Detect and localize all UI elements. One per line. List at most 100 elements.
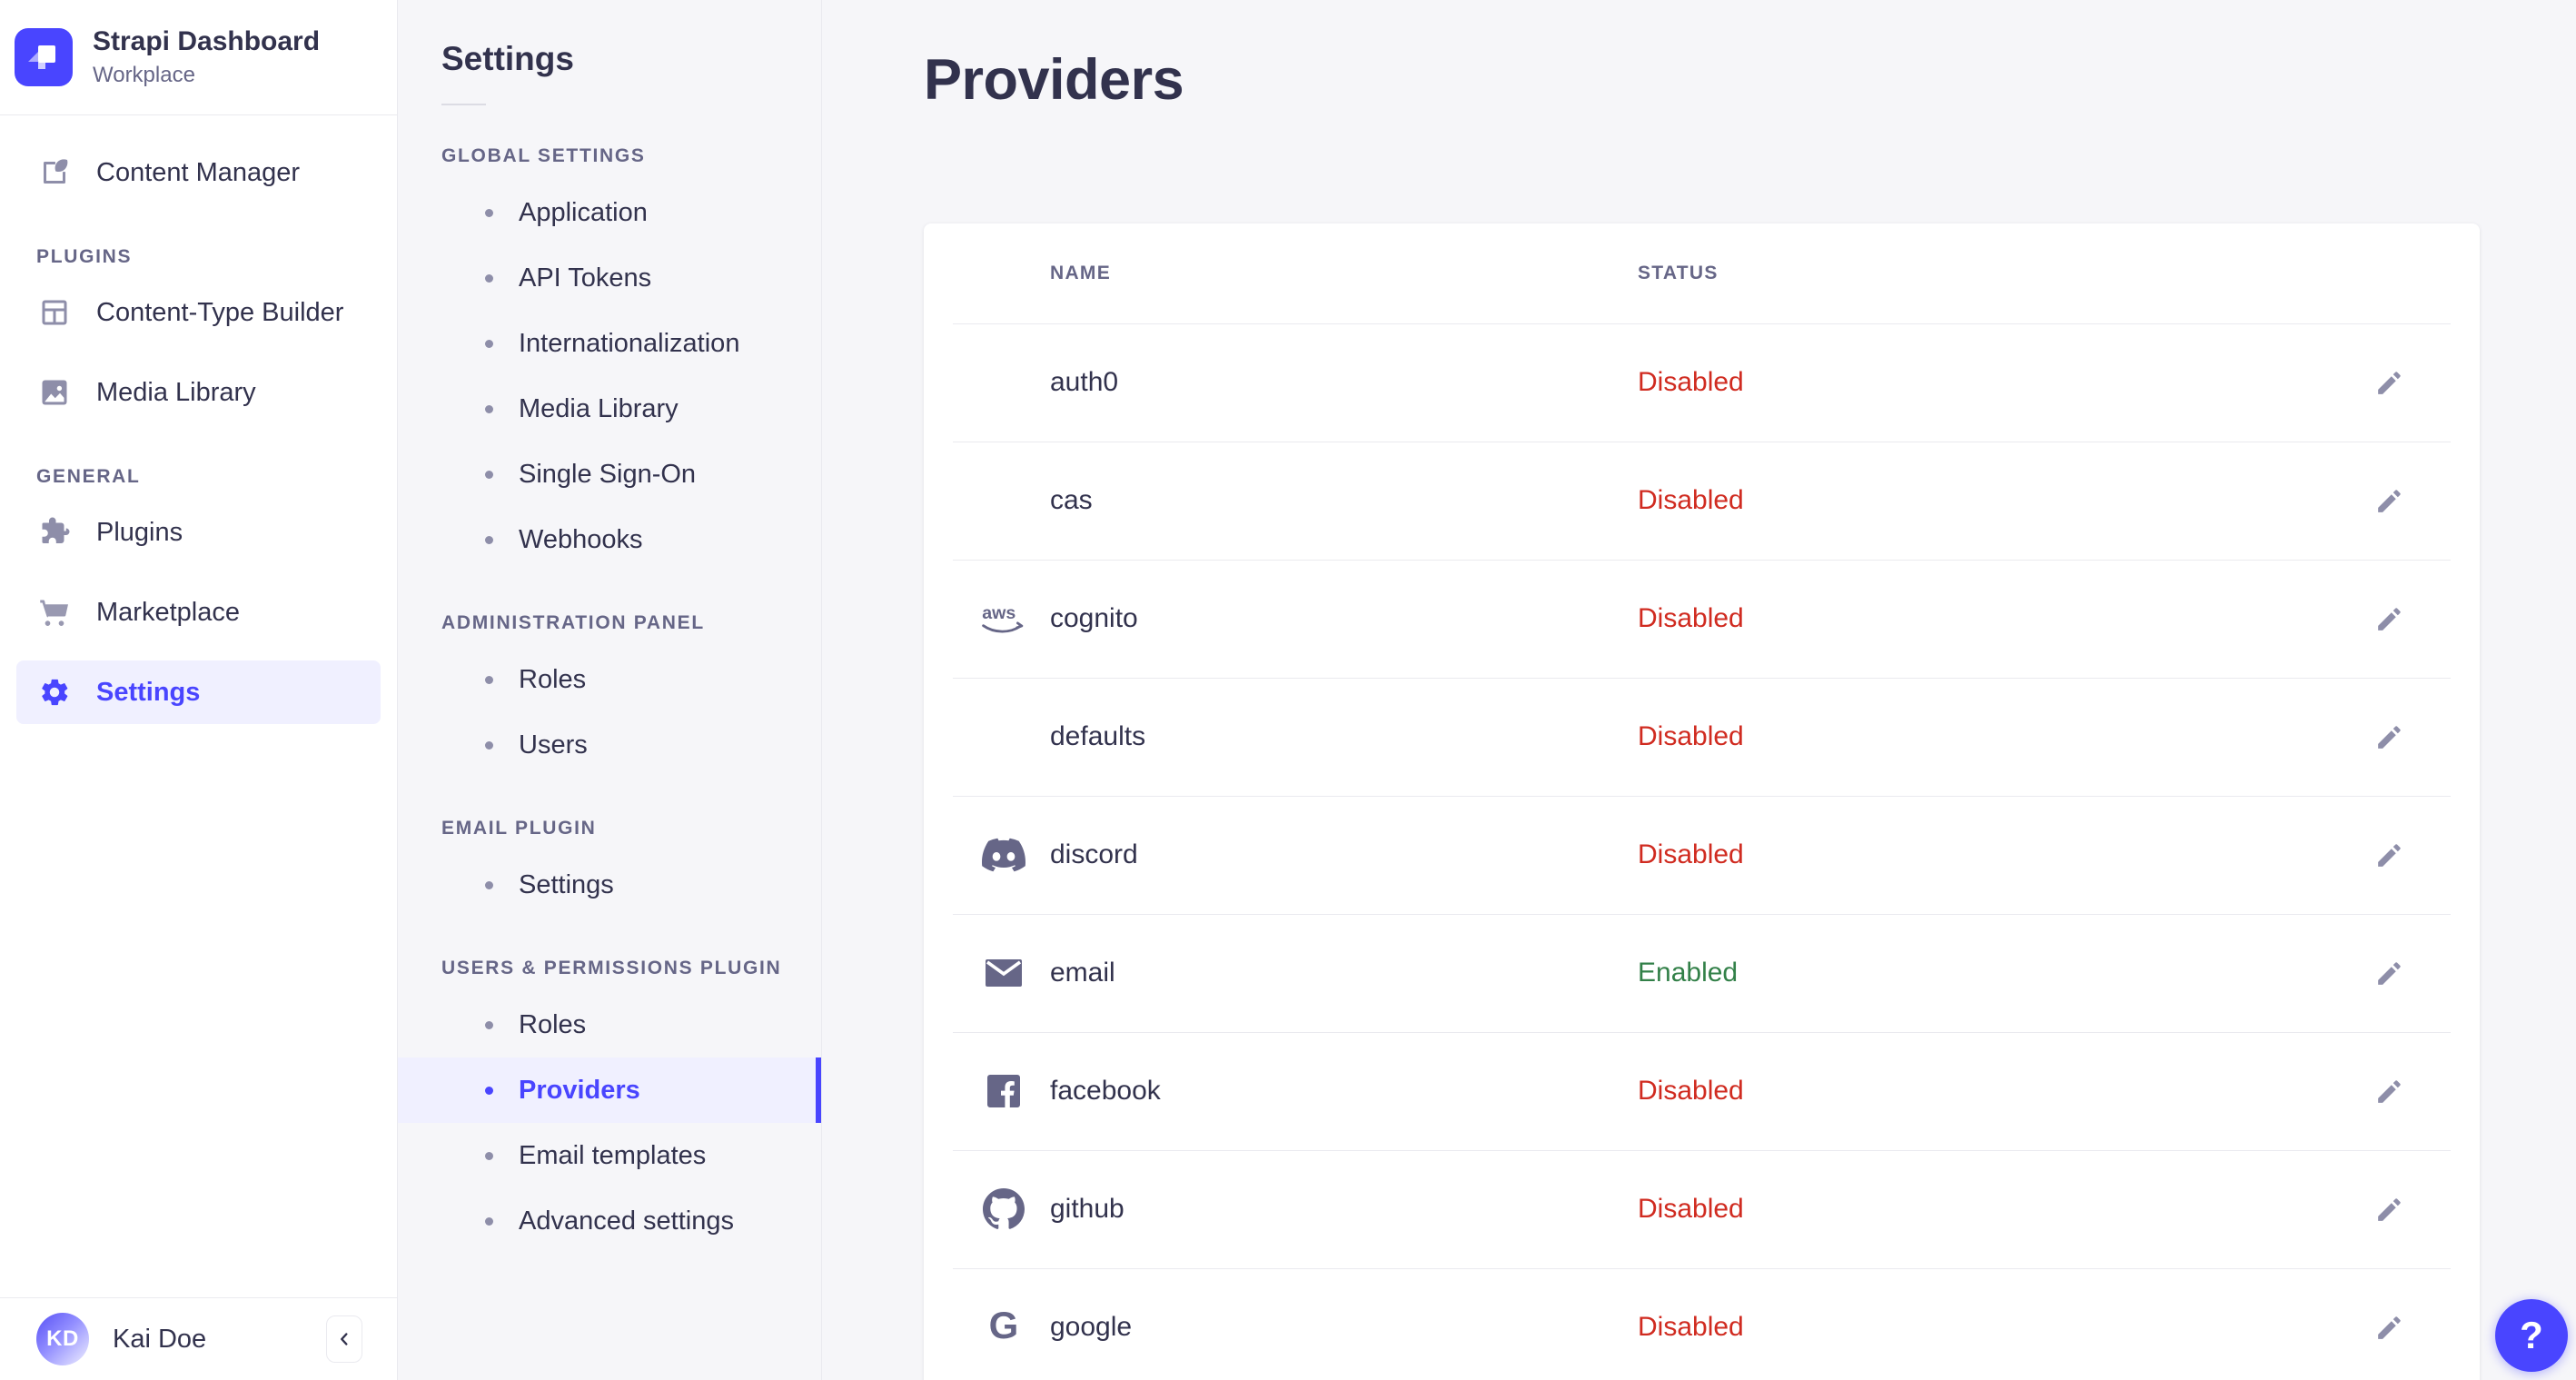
provider-row-auth0[interactable]: auth0 Disabled: [924, 323, 2480, 442]
pencil-icon: [2373, 957, 2406, 990]
sidebar-item-content-type-builder[interactable]: Content-Type Builder: [16, 281, 381, 344]
settings-nav-section: EMAIL PLUGIN Settings: [398, 818, 821, 918]
bullet-icon: [485, 339, 493, 348]
edit-cognito-button[interactable]: [2367, 597, 2411, 640]
settings-nav-item-label: Providers: [519, 1075, 640, 1105]
edit-defaults-button[interactable]: [2367, 715, 2411, 759]
discord-icon: [978, 831, 1029, 879]
workspace-subtitle: Workplace: [93, 62, 195, 87]
content-manager-icon: [38, 156, 71, 189]
sidebar-section: GENERAL Plugins Marketplace Settings: [13, 466, 384, 724]
brand-text: Strapi Dashboard Workplace: [93, 26, 320, 88]
plugins-icon: [38, 516, 71, 549]
svg-text:aws: aws: [982, 603, 1016, 623]
settings-nav-item-users[interactable]: Users: [398, 712, 821, 778]
provider-row-email[interactable]: email Enabled: [924, 914, 2480, 1032]
bullet-icon: [485, 675, 493, 684]
provider-name: email: [1050, 958, 1115, 988]
workspace-switcher[interactable]: Strapi Dashboard Workplace: [0, 0, 397, 115]
table-body: auth0 Disabled cas Disabled aws cognito …: [924, 323, 2480, 1380]
divider: [441, 104, 486, 105]
github-icon: [978, 1186, 1029, 1233]
provider-status: Disabled: [1638, 367, 1744, 397]
settings-nav-item-label: Application: [519, 197, 648, 227]
settings-nav-item-advanced-settings[interactable]: Advanced settings: [398, 1188, 821, 1254]
svg-text:G: G: [989, 1306, 1019, 1346]
settings-nav-item-application[interactable]: Application: [398, 180, 821, 245]
settings-nav-item-internationalization[interactable]: Internationalization: [398, 311, 821, 376]
edit-discord-button[interactable]: [2367, 833, 2411, 877]
page-title: Providers: [924, 48, 1184, 112]
bullet-icon: [485, 404, 493, 413]
aws-icon: aws: [978, 595, 1029, 642]
chevron-left-icon: [334, 1329, 354, 1349]
provider-status: Disabled: [1638, 1194, 1744, 1224]
pencil-icon: [2373, 1193, 2406, 1226]
edit-cas-button[interactable]: [2367, 479, 2411, 522]
settings-nav-item-webhooks[interactable]: Webhooks: [398, 507, 821, 572]
provider-row-facebook[interactable]: facebook Disabled: [924, 1032, 2480, 1150]
sidebar-section-title: PLUGINS: [36, 246, 133, 267]
avatar: KD: [36, 1313, 89, 1365]
provider-row-github[interactable]: github Disabled: [924, 1150, 2480, 1268]
provider-status: Disabled: [1638, 603, 1744, 633]
settings-nav-section: ADMINISTRATION PANEL Roles Users: [398, 612, 821, 778]
settings-nav-item-label: Settings: [519, 869, 614, 899]
provider-name: cas: [1050, 485, 1093, 515]
settings-nav-item-label: API Tokens: [519, 263, 652, 293]
sidebar-item-media-library[interactable]: Media Library: [16, 361, 381, 424]
provider-name: facebook: [1050, 1076, 1161, 1106]
pencil-icon: [2373, 484, 2406, 518]
pencil-icon: [2373, 1075, 2406, 1108]
provider-status: Disabled: [1638, 1076, 1744, 1106]
provider-name: google: [1050, 1312, 1133, 1342]
bullet-icon: [485, 1151, 493, 1160]
collapse-sidebar-button[interactable]: [326, 1315, 362, 1363]
provider-row-cas[interactable]: cas Disabled: [924, 442, 2480, 560]
settings-nav-item-label: Email templates: [519, 1140, 707, 1170]
main-sidebar: Strapi Dashboard Workplace Content Manag…: [0, 0, 398, 1380]
provider-row-cognito[interactable]: aws cognito Disabled: [924, 560, 2480, 678]
main-nav: Content Manager PLUGINS Content-Type Bui…: [0, 115, 397, 1297]
provider-row-discord[interactable]: discord Disabled: [924, 796, 2480, 914]
sidebar-item-marketplace[interactable]: Marketplace: [16, 581, 381, 644]
sidebar-item-label: Content Manager: [96, 157, 301, 187]
sidebar-item-settings[interactable]: Settings: [16, 660, 381, 724]
provider-status: Disabled: [1638, 721, 1744, 751]
edit-facebook-button[interactable]: [2367, 1069, 2411, 1113]
settings-nav-item-email-templates[interactable]: Email templates: [398, 1123, 821, 1188]
user-menu[interactable]: KD Kai Doe: [0, 1297, 397, 1380]
settings-nav-item-settings[interactable]: Settings: [398, 852, 821, 918]
edit-email-button[interactable]: [2367, 951, 2411, 995]
main-content: Providers NAME STATUS auth0 Disabled cas…: [822, 0, 2576, 1380]
settings-nav-item-single-sign-on[interactable]: Single Sign-On: [398, 442, 821, 507]
email-icon: [978, 949, 1029, 997]
sidebar-item-plugins[interactable]: Plugins: [16, 501, 381, 564]
provider-status: Enabled: [1638, 958, 1739, 988]
sidebar-item-label: Settings: [96, 677, 201, 707]
provider-icon-empty: [978, 359, 1029, 406]
sidebar-item-label: Media Library: [96, 377, 256, 407]
provider-row-google[interactable]: G google Disabled: [924, 1268, 2480, 1380]
edit-auth0-button[interactable]: [2367, 361, 2411, 404]
bullet-icon: [485, 208, 493, 217]
help-button[interactable]: ?: [2495, 1299, 2568, 1372]
settings-icon: [38, 676, 71, 709]
bullet-icon: [485, 1216, 493, 1226]
pencil-icon: [2373, 602, 2406, 636]
edit-github-button[interactable]: [2367, 1187, 2411, 1231]
settings-nav-sections: GLOBAL SETTINGS Application API Tokens I…: [398, 145, 821, 1254]
settings-nav-item-providers[interactable]: Providers: [398, 1057, 821, 1123]
settings-nav-item-label: Webhooks: [519, 524, 643, 554]
provider-row-defaults[interactable]: defaults Disabled: [924, 678, 2480, 796]
settings-nav-item-roles[interactable]: Roles: [398, 647, 821, 712]
settings-nav-item-media-library[interactable]: Media Library: [398, 376, 821, 442]
settings-nav-section-title: EMAIL PLUGIN: [441, 818, 597, 839]
sidebar-item-content-manager[interactable]: Content Manager: [16, 141, 381, 204]
bullet-icon: [485, 535, 493, 544]
settings-nav-item-roles[interactable]: Roles: [398, 992, 821, 1057]
settings-nav-item-api-tokens[interactable]: API Tokens: [398, 245, 821, 311]
strapi-logo-icon: [15, 28, 73, 86]
provider-name: defaults: [1050, 721, 1146, 751]
edit-google-button[interactable]: [2367, 1306, 2411, 1349]
